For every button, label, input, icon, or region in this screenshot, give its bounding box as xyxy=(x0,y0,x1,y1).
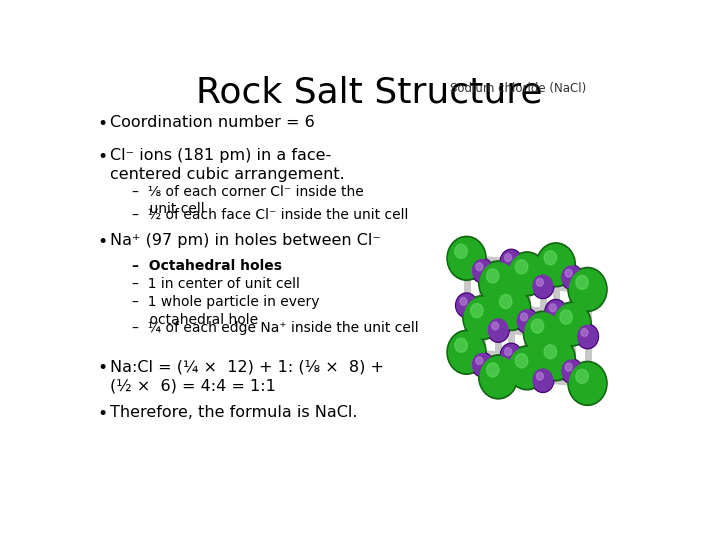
Circle shape xyxy=(456,293,477,318)
Text: •: • xyxy=(97,404,107,422)
Circle shape xyxy=(577,325,598,348)
Circle shape xyxy=(476,357,483,364)
Circle shape xyxy=(505,254,512,261)
Circle shape xyxy=(536,337,575,381)
Circle shape xyxy=(472,354,492,376)
Circle shape xyxy=(449,332,485,373)
Circle shape xyxy=(576,369,588,383)
Circle shape xyxy=(492,287,531,330)
Circle shape xyxy=(562,360,582,382)
Circle shape xyxy=(492,322,499,330)
Circle shape xyxy=(488,319,508,341)
Circle shape xyxy=(570,269,606,310)
Circle shape xyxy=(545,300,567,324)
Circle shape xyxy=(501,345,521,367)
Circle shape xyxy=(456,294,477,316)
Circle shape xyxy=(536,372,544,380)
Circle shape xyxy=(508,252,546,296)
Circle shape xyxy=(472,258,493,283)
Text: •: • xyxy=(97,114,107,133)
Text: •: • xyxy=(97,148,107,166)
Circle shape xyxy=(561,265,582,289)
Circle shape xyxy=(501,251,521,273)
Circle shape xyxy=(480,356,516,397)
Circle shape xyxy=(532,274,554,299)
Circle shape xyxy=(472,260,492,282)
Circle shape xyxy=(565,269,572,277)
Circle shape xyxy=(509,348,545,388)
Text: –  ¼ of each edge Na⁺ inside the unit cell: – ¼ of each edge Na⁺ inside the unit cel… xyxy=(132,321,418,335)
Circle shape xyxy=(560,310,572,324)
Circle shape xyxy=(500,249,522,274)
Text: Rock Salt Structure: Rock Salt Structure xyxy=(196,75,542,109)
Circle shape xyxy=(487,318,509,342)
Circle shape xyxy=(544,251,557,265)
Circle shape xyxy=(568,267,607,312)
Circle shape xyxy=(538,339,574,379)
Text: –  ⅛ of each corner Cl⁻ inside the
    unit cell: – ⅛ of each corner Cl⁻ inside the unit c… xyxy=(132,185,364,217)
Circle shape xyxy=(463,295,502,340)
Circle shape xyxy=(479,261,518,305)
Circle shape xyxy=(536,278,544,286)
Circle shape xyxy=(500,343,522,368)
Circle shape xyxy=(487,363,499,377)
Circle shape xyxy=(562,266,582,288)
Text: Sodium chloride (NaCl): Sodium chloride (NaCl) xyxy=(450,82,587,95)
Circle shape xyxy=(449,238,485,279)
Circle shape xyxy=(552,302,591,346)
Text: –  1 in center of unit cell: – 1 in center of unit cell xyxy=(132,277,300,291)
Circle shape xyxy=(544,345,557,359)
Circle shape xyxy=(576,275,588,289)
Circle shape xyxy=(516,260,528,274)
Circle shape xyxy=(476,263,483,271)
Text: –  1 whole particle in every
    octahedral hole: – 1 whole particle in every octahedral h… xyxy=(132,295,320,327)
Text: Na⁺ (97 pm) in holes between Cl⁻: Na⁺ (97 pm) in holes between Cl⁻ xyxy=(109,233,380,248)
Circle shape xyxy=(577,324,598,349)
Circle shape xyxy=(480,262,516,303)
Circle shape xyxy=(493,288,529,329)
Circle shape xyxy=(525,313,561,354)
Circle shape xyxy=(508,346,546,390)
Circle shape xyxy=(505,348,512,355)
Circle shape xyxy=(523,311,562,355)
Text: Therefore, the formula is NaCl.: Therefore, the formula is NaCl. xyxy=(109,404,357,420)
Circle shape xyxy=(561,359,582,383)
Circle shape xyxy=(479,355,518,399)
Circle shape xyxy=(472,352,493,377)
Circle shape xyxy=(460,298,467,305)
Circle shape xyxy=(581,328,588,336)
Circle shape xyxy=(455,244,467,258)
Circle shape xyxy=(447,330,486,374)
Text: Na:Cl = (¼ ×  12) + 1: (⅛ ×  8) +
(½ ×  6) = 4:4 = 1:1: Na:Cl = (¼ × 12) + 1: (⅛ × 8) + (½ × 6) … xyxy=(109,359,384,393)
Circle shape xyxy=(500,294,512,308)
Circle shape xyxy=(565,363,572,371)
Text: –  Octahedral holes: – Octahedral holes xyxy=(132,259,282,273)
Circle shape xyxy=(568,361,607,406)
Text: Cl⁻ ions (181 pm) in a face-
centered cubic arrangement.: Cl⁻ ions (181 pm) in a face- centered cu… xyxy=(109,148,344,182)
Circle shape xyxy=(464,298,500,338)
Circle shape xyxy=(533,275,553,298)
Circle shape xyxy=(536,243,575,287)
Circle shape xyxy=(549,304,557,312)
Circle shape xyxy=(554,304,590,345)
Text: •: • xyxy=(97,233,107,251)
Circle shape xyxy=(570,363,606,404)
Circle shape xyxy=(447,237,486,280)
Circle shape xyxy=(516,308,538,333)
Circle shape xyxy=(487,269,499,283)
Circle shape xyxy=(531,319,544,333)
Circle shape xyxy=(455,338,467,352)
Circle shape xyxy=(471,303,483,318)
Text: Coordination number = 6: Coordination number = 6 xyxy=(109,114,314,130)
Circle shape xyxy=(516,354,528,368)
Circle shape xyxy=(533,369,553,392)
Circle shape xyxy=(538,245,574,285)
Text: –  ½ of each face Cl⁻ inside the unit cell: – ½ of each face Cl⁻ inside the unit cel… xyxy=(132,207,408,221)
Circle shape xyxy=(546,301,566,323)
Text: •: • xyxy=(97,359,107,377)
Circle shape xyxy=(521,313,528,321)
Circle shape xyxy=(509,254,545,294)
Circle shape xyxy=(532,368,554,393)
Circle shape xyxy=(517,310,537,332)
